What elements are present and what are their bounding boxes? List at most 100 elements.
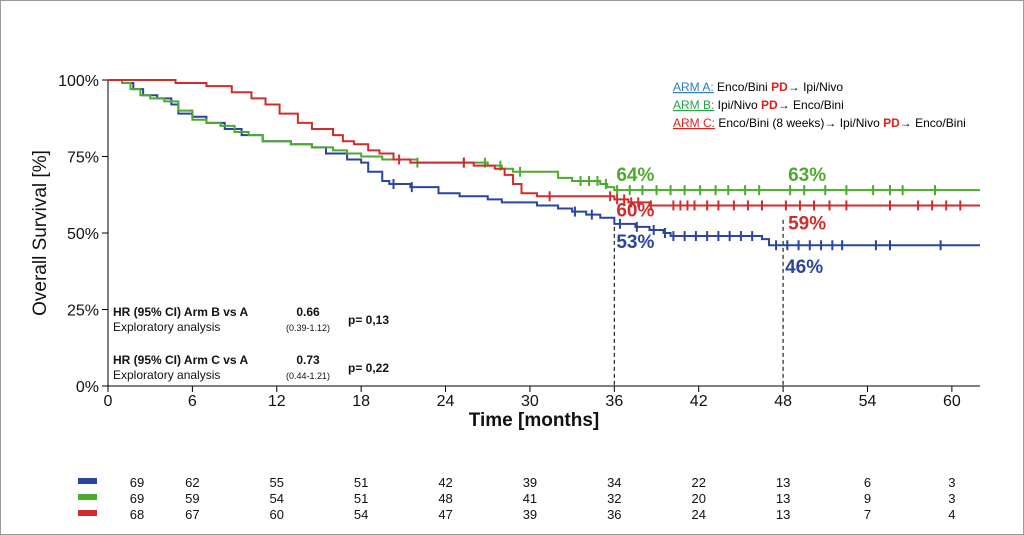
x-tick-label: 54 — [859, 393, 877, 410]
risk-count: 39 — [523, 507, 537, 522]
x-tick-label: 30 — [521, 393, 539, 410]
survival-percent-label: 46% — [785, 257, 823, 278]
survival-curve-arm-a — [108, 79, 980, 247]
legend-text-part: PD — [761, 98, 778, 112]
risk-count: 20 — [691, 491, 705, 506]
legend-text-part: Enco/Bini — [714, 80, 771, 94]
number-at-risk-table: 69 62 55 51 42 39 34 22 13 6 369 59 54 51 48 41 32 20 13 9 3… — [78, 475, 955, 522]
legend-text-part: → — [788, 80, 800, 94]
x-tick-label: 36 — [605, 393, 623, 410]
risk-count: 36 — [607, 507, 621, 522]
risk-count: 3 — [948, 475, 955, 490]
hr-p-value: p= 0,13 — [348, 313, 389, 327]
x-tick-label: 48 — [774, 393, 792, 410]
y-tick-label: 100% — [58, 73, 99, 90]
risk-count: 54 — [270, 491, 284, 506]
survival-percent-label: 63% — [788, 165, 826, 186]
survival-percent-label: 60% — [616, 200, 654, 221]
risk-row-swatch-arm-b — [78, 494, 97, 500]
x-tick-label: 42 — [690, 393, 708, 410]
series-arm-c — [108, 79, 980, 211]
y-tick-label: 75% — [67, 150, 99, 167]
legend-text-part: ARM C: — [673, 116, 715, 130]
legend-text-part: Enco/Bini (8 weeks) — [715, 116, 824, 130]
survival-curve-arm-c — [108, 79, 980, 207]
survival-percent-label: 59% — [788, 213, 826, 234]
y-tick-label: 0% — [76, 379, 99, 396]
hr-label: HR (95% CI) Arm B vs A — [113, 305, 248, 319]
risk-count: 51 — [354, 475, 368, 490]
y-axis-title: Overall Survival [%] — [30, 150, 51, 316]
risk-count: 62 — [185, 475, 199, 490]
hr-p-value: p= 0,22 — [348, 361, 389, 375]
y-tick-label: 50% — [67, 226, 99, 243]
risk-count: 13 — [776, 475, 790, 490]
legend-text-part: PD — [771, 80, 788, 94]
series-arm-a — [108, 79, 980, 251]
risk-count: 47 — [438, 507, 452, 522]
risk-count: 7 — [864, 507, 871, 522]
y-tick-label: 25% — [67, 303, 99, 320]
hr-subtitle: Exploratory analysis — [113, 368, 220, 382]
hr-value: 0.66 — [296, 305, 320, 319]
risk-count: 68 — [130, 507, 144, 522]
risk-count: 6 — [864, 475, 871, 490]
legend-text-part: Enco/Bini — [790, 98, 844, 112]
risk-count: 48 — [438, 491, 452, 506]
risk-count: 13 — [776, 507, 790, 522]
risk-count: 9 — [864, 491, 871, 506]
legend-text-part: → — [824, 116, 836, 130]
risk-count: 67 — [185, 507, 199, 522]
x-tick-label: 60 — [943, 393, 961, 410]
risk-count: 41 — [523, 491, 537, 506]
risk-count: 60 — [270, 507, 284, 522]
risk-count: 4 — [948, 507, 955, 522]
hr-label: HR (95% CI) Arm C vs A — [113, 353, 248, 367]
hr-ci: (0.39-1.12) — [286, 323, 330, 333]
x-tick-label: 24 — [437, 393, 455, 410]
legend-entry: ARM A: Enco/Bini PD→ Ipi/Nivo — [673, 80, 843, 94]
risk-count: 32 — [607, 491, 621, 506]
risk-count: 13 — [776, 491, 790, 506]
risk-count: 39 — [523, 475, 537, 490]
risk-count: 22 — [691, 475, 705, 490]
survival-percent-label: 53% — [616, 232, 654, 253]
legend-text-part: ARM A: — [673, 80, 714, 94]
x-tick-label: 0 — [104, 393, 113, 410]
legend-entry: ARM B: Ipi/Nivo PD→ Enco/Bini — [673, 98, 844, 112]
risk-count: 24 — [691, 507, 705, 522]
x-tick-label: 18 — [352, 393, 370, 410]
hr-subtitle: Exploratory analysis — [113, 320, 220, 334]
x-tick-label: 6 — [188, 393, 197, 410]
series-arm-b — [108, 79, 980, 196]
legend-text-part: Ipi/Nivo — [714, 98, 761, 112]
risk-count: 55 — [270, 475, 284, 490]
legend-text-part: ARM B: — [673, 98, 714, 112]
risk-count: 69 — [130, 475, 144, 490]
risk-count: 42 — [438, 475, 452, 490]
legend-text-part: → — [778, 98, 790, 112]
legend-entry: ARM C: Enco/Bini (8 weeks)→ Ipi/Nivo PD→… — [673, 116, 966, 130]
legend-text-part: PD — [883, 116, 900, 130]
risk-row-swatch-arm-a — [78, 478, 97, 484]
legend-text-part: Ipi/Nivo — [800, 80, 844, 94]
hr-ci: (0.44-1.21) — [286, 371, 330, 381]
risk-count: 59 — [185, 491, 199, 506]
x-axis-title: Time [months] — [469, 410, 600, 431]
risk-count: 54 — [354, 507, 368, 522]
risk-count: 3 — [948, 491, 955, 506]
survival-percent-label: 64% — [616, 165, 654, 186]
legend-text-part: Enco/Bini — [912, 116, 966, 130]
risk-count: 34 — [607, 475, 621, 490]
hr-value: 0.73 — [296, 353, 320, 367]
risk-count: 69 — [130, 491, 144, 506]
x-tick-label: 12 — [268, 393, 286, 410]
legend-text-part: Ipi/Nivo — [836, 116, 883, 130]
legend-text-part: → — [900, 116, 912, 130]
risk-count: 51 — [354, 491, 368, 506]
survival-curve-arm-b — [108, 79, 980, 192]
risk-row-swatch-arm-c — [78, 510, 97, 516]
